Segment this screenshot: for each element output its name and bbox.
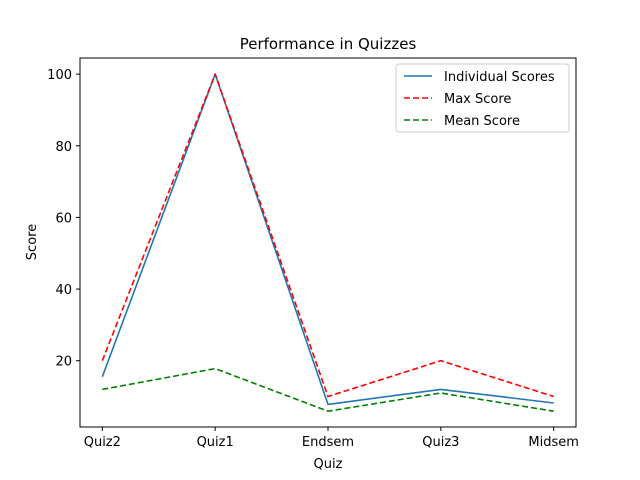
series-line-max-score <box>101 73 554 398</box>
y-tick-label: 60 <box>55 211 72 226</box>
x-axis-label: Quiz <box>314 457 343 472</box>
chart-title: Performance in Quizzes <box>240 35 417 53</box>
y-axis-label: Score <box>25 224 40 260</box>
series-line-individual-scores <box>101 73 554 406</box>
legend-box <box>395 63 570 133</box>
y-tick-label: 80 <box>55 140 72 155</box>
y-tick-label: 100 <box>47 68 72 83</box>
legend-label: Individual Scores <box>444 70 555 85</box>
x-tick-label: Quiz2 <box>84 435 121 450</box>
x-tick-label: Midsem <box>528 435 579 450</box>
legend: Individual Scores Max Score Mean Score <box>395 63 570 133</box>
x-tick-label: Endsem <box>302 435 354 450</box>
x-tick-label: Quiz1 <box>197 435 234 450</box>
legend-label: Max Score <box>444 92 511 107</box>
series-line-mean-score <box>102 367 554 413</box>
y-tick-label: 40 <box>55 283 72 298</box>
y-tick-label: 20 <box>55 355 72 370</box>
legend-label: Mean Score <box>444 114 520 129</box>
x-tick-label: Quiz3 <box>422 435 459 450</box>
